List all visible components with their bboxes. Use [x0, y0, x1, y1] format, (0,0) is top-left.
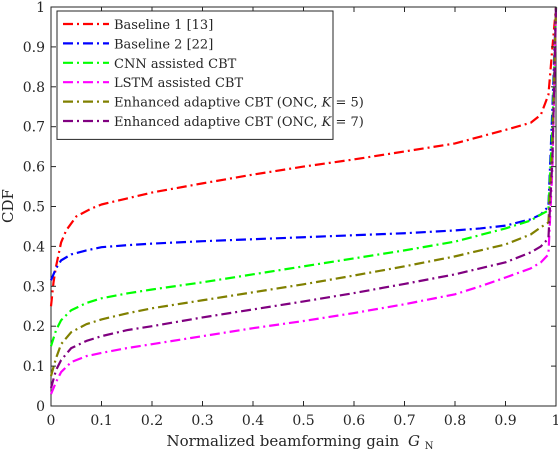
x-tick-label: 0.6: [343, 413, 365, 429]
series-line-1: [49, 6, 558, 307]
x-tick-label: 1: [552, 413, 558, 429]
x-tick-label: 0.2: [141, 413, 163, 429]
y-tick-label: 0.2: [23, 319, 45, 335]
series-line-6: [49, 6, 558, 389]
legend-label-part: K: [321, 96, 333, 111]
x-tick-label: 0.1: [90, 413, 112, 429]
y-tick-label: 0.4: [23, 239, 45, 255]
legend-box: [56, 10, 334, 140]
x-tick-label: 0.3: [191, 413, 213, 429]
legend-label-part: = 7): [331, 115, 364, 130]
x-tick-label: 0.4: [242, 413, 264, 429]
series-line-4: [49, 6, 558, 395]
x-tick-label: 0.5: [292, 413, 314, 429]
y-tick-label: 0.8: [23, 80, 45, 96]
series-line-2: [49, 6, 558, 281]
legend-label-part: K: [321, 115, 333, 130]
y-tick-label: 0.1: [23, 359, 45, 375]
x-axis-title-text: Normalized beamforming gain: [167, 432, 400, 450]
legend-label: CNN assisted CBT: [114, 57, 237, 72]
series-line-3: [49, 6, 558, 347]
x-tick-label: 0: [47, 413, 56, 429]
legend-label-part: = 5): [331, 96, 364, 111]
y-axis-title: CDF: [0, 189, 17, 223]
series-line-5: [49, 6, 558, 377]
series-layer: [49, 6, 558, 395]
x-axis-title-sub: N: [425, 441, 434, 450]
legend-label: Enhanced adaptive CBT (ONC, K = 5): [114, 96, 364, 111]
y-tick-label: 0.3: [23, 279, 45, 295]
y-tick-label: 0.7: [23, 120, 45, 136]
legend: Baseline 1 [13] Baseline 2 [22] CNN assist…: [56, 10, 364, 140]
legend-label-part: Enhanced adaptive CBT (ONC,: [114, 96, 322, 111]
legend-label-part: Enhanced adaptive CBT (ONC,: [114, 115, 322, 130]
y-tick-label: 0.6: [23, 160, 45, 176]
y-tick-label: 0: [36, 399, 45, 415]
x-tick-label: 0.8: [444, 413, 466, 429]
y-tick-label: 1: [36, 0, 45, 16]
legend-label: Enhanced adaptive CBT (ONC, K = 7): [114, 115, 364, 130]
x-axis-title-var: G: [408, 432, 420, 450]
x-tick-label: 0.7: [393, 413, 415, 429]
legend-label: Baseline 1 [13]: [114, 18, 213, 33]
y-tick-label: 0.9: [23, 40, 45, 56]
x-axis-title: Normalized beamforming gain G N: [167, 432, 434, 450]
legend-label: Baseline 2 [22]: [114, 37, 213, 52]
x-tick-label: 0.9: [494, 413, 516, 429]
y-tick-label: 0.5: [23, 200, 45, 216]
legend-label: LSTM assisted CBT: [114, 76, 243, 91]
